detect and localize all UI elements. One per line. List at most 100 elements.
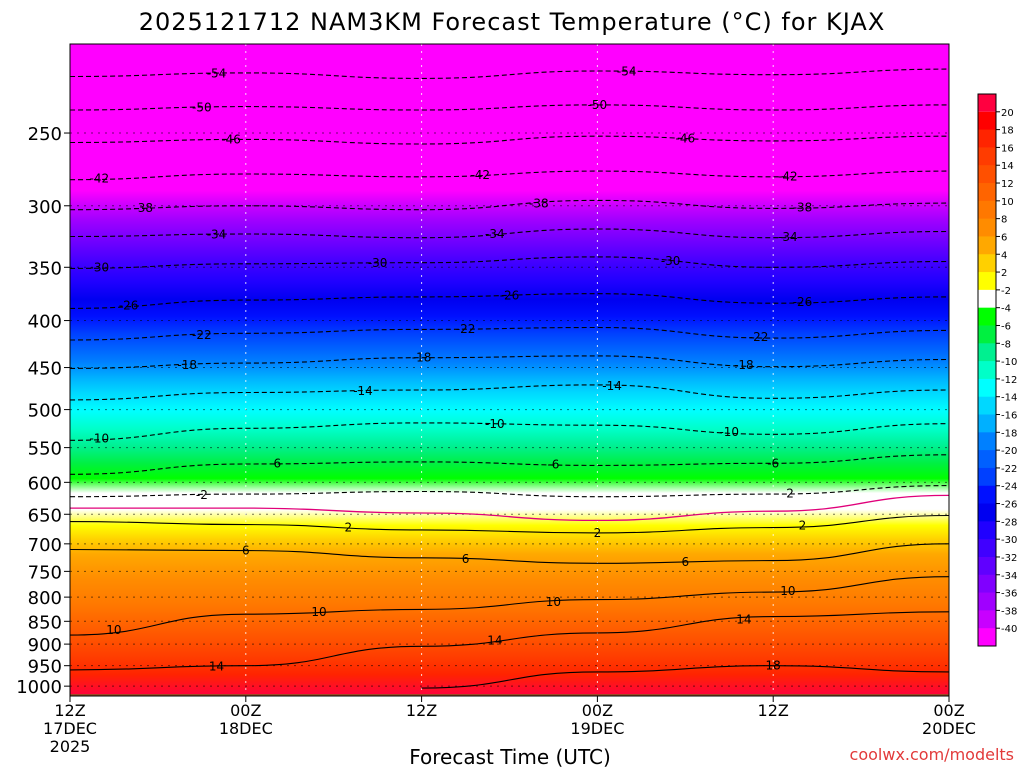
colorbar-segment-8 [978,218,996,237]
contour-line-10 [70,576,949,636]
colorbar-label--28: -28 [1001,517,1017,528]
contour-label--22: -22 [749,330,769,344]
y-tick-label-750: 750 [28,562,62,583]
colorbar-label-14: 14 [1001,161,1014,172]
colorbar-segment--6 [978,325,996,344]
contour-label-18: 18 [766,659,781,673]
y-tick-label-250: 250 [28,124,62,145]
contour-label-10: 10 [106,623,121,637]
colorbar-label-8: 8 [1001,215,1007,226]
contour-label--18: -18 [177,358,197,372]
colorbar-segment--14 [978,396,996,416]
colorbar-segment-18 [978,129,996,148]
plot-frame [69,43,950,697]
colorbar-segment--10 [978,361,996,380]
x-tick-label-48-0: 12Z [758,701,789,720]
contour-label-14: 14 [736,612,751,626]
x-tick-label-36-1: 19DEC [570,719,624,738]
contour-label--54: -54 [617,65,637,79]
colorbar-segment-2 [978,272,996,291]
y-tick-label-700: 700 [28,535,62,556]
contour-line--46 [70,135,949,145]
contour-label--50: -50 [588,98,608,112]
colorbar-segment--20 [978,450,996,469]
y-tick-label-550: 550 [28,439,62,460]
contour-line--50 [70,104,949,111]
contour-label--42: -42 [470,168,490,182]
contour-label--30: -30 [368,256,388,270]
colorbar-label--30: -30 [1001,535,1017,546]
freezing-line [70,494,949,522]
colorbar-frame [977,93,997,647]
colorbar-segment-6 [978,236,996,255]
y-tick-label-800: 800 [28,588,62,609]
plot-area: -54 -54 -50 -50 -46 -46 -42 -42 -42 -38 -38 -38 -34 -… [70,44,949,696]
credit-text: coolwx.com/modelts [850,745,1014,764]
colorbar-label-16: 16 [1001,143,1014,154]
colorbar-label--20: -20 [1001,446,1017,457]
contour-label--22: -22 [456,322,476,336]
contour-label--26: -26 [793,295,813,309]
x-tick-label-12-1: 18DEC [219,719,273,738]
contour-label--6: -6 [269,457,281,471]
contour-label-2: 2 [799,519,807,533]
colorbar-label--16: -16 [1001,411,1017,422]
colorbar-label--34: -34 [1001,571,1017,582]
contour-label--30: -30 [661,254,681,268]
x-tick-label-60-1: 20DEC [922,719,976,738]
y-tick-label-950: 950 [28,657,62,678]
contour-label--14: -14 [353,384,373,398]
contour-line--6 [70,454,949,475]
colorbar-label--14: -14 [1001,393,1017,404]
x-tick-label-0-0: 12Z [54,701,85,720]
contour-label-6: 6 [681,555,689,569]
x-tick-label-0-2: 2025 [50,737,91,756]
colorbar-label--6: -6 [1001,321,1011,332]
contour-label--38: -38 [133,201,153,215]
contour-line--18 [70,355,949,369]
contour-label-10: 10 [546,595,561,609]
y-tick-label-600: 600 [28,473,62,494]
contour-line--42 [70,170,949,181]
y-tick-label-300: 300 [28,197,62,218]
contour-line-18 [421,665,949,689]
temperature-field [70,44,949,696]
colorbar-segment--2 [978,289,996,309]
colorbar-segment--34 [978,574,996,594]
contour-label--2: -2 [782,486,794,500]
ground-surface [70,694,949,696]
colorbar-segment--8 [978,343,996,362]
contours: -54 -54 -50 -50 -46 -46 -42 -42 -42 -38 -38 -38 -34 -… [70,65,949,689]
colorbar-segment--32 [978,556,996,576]
y-tick-label-500: 500 [28,401,62,422]
colorbar: 20 18 16 14 12 10 8 6 4 2 -2 -4 -6 -8 -10 -12 -14 -16 -18 -… [977,93,1017,647]
colorbar-segment-20 [978,111,996,131]
y-tick-label-650: 650 [28,505,62,526]
contour-line--38 [70,199,949,211]
colorbar-label--32: -32 [1001,553,1017,564]
contour-label--2: -2 [196,488,208,502]
contour-label--42: -42 [89,172,109,186]
contour-line-2 [70,514,949,534]
contour-label--18: -18 [734,358,754,372]
colorbar-segment--30 [978,539,996,558]
contour-label-2: 2 [594,526,602,540]
colorbar-segment-14 [978,165,996,184]
colorbar-segment--28 [978,521,996,540]
contour-line--22 [70,326,949,341]
x-tick-label-36-0: 00Z [582,701,613,720]
contour-label-6: 6 [462,552,470,566]
contour-line--30 [70,256,949,269]
colorbar-label--12: -12 [1001,375,1017,386]
colorbar-label--38: -38 [1001,606,1017,617]
contour-label--54: -54 [207,66,227,80]
colorbar-label-20: 20 [1001,108,1014,119]
contour-label--14: -14 [602,379,622,393]
contour-label--6: -6 [767,456,779,470]
colorbar-segment--18 [978,432,996,451]
colorbar-segment--36 [978,592,996,611]
contour-label--42: -42 [778,169,798,183]
colorbar-label--2: -2 [1001,286,1011,297]
